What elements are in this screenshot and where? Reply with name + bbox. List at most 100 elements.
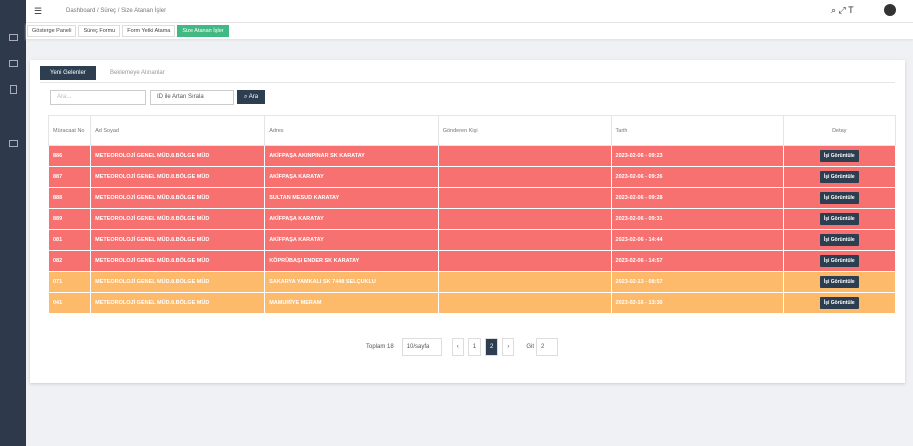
row: 082 METEOROLOJİ GENEL MÜD.8.BÖLGE MÜD KÖPR… <box>47 250 897 272</box>
cell <box>437 271 612 293</box>
cell: 887 <box>47 166 92 188</box>
search-button[interactable]: ⌕ Ara <box>237 90 266 104</box>
cell: AKİFPAŞA KARATAY <box>264 229 439 251</box>
search-button-label: Ara <box>248 94 259 100</box>
cell: AKİFPAŞA KARATAY <box>264 208 439 230</box>
row: 886 METEOROLOJİ GENEL MÜD.8.BÖLGE MÜD AKİF… <box>47 145 897 167</box>
view-button[interactable]: İşi Görüntüle <box>819 192 859 204</box>
cell: METEOROLOJİ GENEL MÜD.8.BÖLGE MÜD <box>90 166 266 188</box>
row: 887 METEOROLOJİ GENEL MÜD.8.BÖLGE MÜD AKİF… <box>47 166 897 188</box>
cell <box>437 292 612 314</box>
cell: METEOROLOJİ GENEL MÜD.8.BÖLGE MÜD <box>90 145 266 167</box>
action-cell: İşi Görüntüle <box>782 187 897 209</box>
view-button[interactable]: İşi Görüntüle <box>819 234 859 246</box>
cell: 2023-02-06 - 09:26 <box>610 166 784 188</box>
cell <box>437 250 612 272</box>
prev[interactable]: ‹ <box>451 338 464 356</box>
page[interactable]: 2 <box>485 338 499 356</box>
cell: 2023-02-06 - 14:57 <box>610 250 784 272</box>
sort-select[interactable]: ID ile Artan Sırala <box>150 90 234 105</box>
cell: METEOROLOJİ GENEL MÜD.8.BÖLGE MÜD <box>90 250 266 272</box>
cell: MAMURİYE MERAM <box>264 292 439 314</box>
icon[interactable] <box>9 140 18 147</box>
column-header: Adres <box>264 115 439 146</box>
row: 071 METEOROLOJİ GENEL MÜD.8.BÖLGE MÜD SAKA… <box>47 271 897 293</box>
column-header: Tarih <box>610 115 784 146</box>
cell: SAKARYA YAMKALI SK 7448 SELÇUKLU <box>264 271 439 293</box>
action-cell: İşi Görüntüle <box>782 271 897 293</box>
goto-input[interactable]: 2 <box>536 338 559 356</box>
header-row: Müracaat No Ad Soyad Adres Gönderen Kişi Tar… <box>47 115 897 146</box>
inner-tab[interactable]: Beklemeye Alınanlar <box>110 70 165 76</box>
column-header: Detay <box>782 115 897 146</box>
breadcrumb: Dashboard / Süreç / Size Atanan İşler <box>66 8 167 14</box>
cell: 886 <box>47 145 92 167</box>
icon[interactable] <box>10 85 17 94</box>
view-button[interactable]: İşi Görüntüle <box>819 171 859 183</box>
row: 889 METEOROLOJİ GENEL MÜD.8.BÖLGE MÜD AKİF… <box>47 208 897 230</box>
search-input[interactable]: Ara... <box>50 90 146 105</box>
row: 888 METEOROLOJİ GENEL MÜD.8.BÖLGE MÜD SULT… <box>47 187 897 209</box>
action-cell: İşi Görüntüle <box>782 145 897 167</box>
sidebar <box>0 0 26 446</box>
card: Yeni Gelenler Beklemeye Alınanlar Ara...… <box>30 60 905 383</box>
cell <box>437 187 612 209</box>
tab[interactable]: Gösterge Paneli <box>27 25 77 37</box>
cell: METEOROLOJİ GENEL MÜD.8.BÖLGE MÜD <box>90 271 266 293</box>
view-button[interactable]: İşi Görüntüle <box>819 150 859 162</box>
cell: KÖPRÜBAŞI ENDER SK KARATAY <box>264 250 439 272</box>
icon[interactable] <box>9 60 18 67</box>
avatar[interactable] <box>884 4 896 16</box>
cell: 082 <box>47 250 92 272</box>
inner-tab[interactable]: Yeni Gelenler <box>40 66 96 80</box>
crumb: Size Atanan İşler <box>121 8 167 14</box>
action-cell: İşi Görüntüle <box>782 166 897 188</box>
cell <box>437 166 612 188</box>
view-button[interactable]: İşi Görüntüle <box>819 255 859 267</box>
cell: 2023-02-06 - 09:28 <box>610 187 784 209</box>
cell: 2023-02-06 - 14:44 <box>610 229 784 251</box>
row: 081 METEOROLOJİ GENEL MÜD.8.BÖLGE MÜD AKİF… <box>47 229 897 251</box>
view-button[interactable]: İşi Görüntüle <box>819 276 859 288</box>
page[interactable]: 1 <box>467 338 482 356</box>
action-cell: İşi Görüntüle <box>782 292 897 314</box>
cell <box>437 208 612 230</box>
cell: 2023-02-13 - 08:57 <box>610 271 784 293</box>
cell: 071 <box>47 271 92 293</box>
tab[interactable]: Size Atanan İşler <box>177 25 229 37</box>
tab[interactable]: Form Yetki Atama <box>122 25 176 37</box>
cell: METEOROLOJİ GENEL MÜD.8.BÖLGE MÜD <box>90 187 266 209</box>
cell: 041 <box>47 292 92 314</box>
view-button[interactable]: İşi Görüntüle <box>819 297 859 309</box>
action-cell: İşi Görüntüle <box>782 229 897 251</box>
next[interactable]: › <box>502 338 515 356</box>
menu-toggle[interactable]: ☰ <box>34 6 43 16</box>
tools[interactable]: ⌕ ⤢ T <box>831 5 854 15</box>
cell: 081 <box>47 229 92 251</box>
column-header: Müracaat No <box>47 115 92 146</box>
cell: METEOROLOJİ GENEL MÜD.8.BÖLGE MÜD <box>90 229 266 251</box>
cell: METEOROLOJİ GENEL MÜD.8.BÖLGE MÜD <box>90 208 266 230</box>
tab-bar: Gösterge Paneli Süreç Formu Form Yetki Ata… <box>26 23 913 39</box>
page-size[interactable]: 10/sayfa <box>401 338 442 356</box>
cell: SULTAN MESUD KARATAY <box>264 187 439 209</box>
tab[interactable]: Süreç Formu <box>78 25 121 37</box>
cell: 889 <box>47 208 92 230</box>
cell <box>437 145 612 167</box>
inner-tab-bar: Yeni Gelenler Beklemeye Alınanlar <box>40 66 895 83</box>
cell: METEOROLOJİ GENEL MÜD.8.BÖLGE MÜD <box>90 292 266 314</box>
cell: AKİFPAŞA KARATAY <box>264 166 439 188</box>
action-cell: İşi Görüntüle <box>782 208 897 230</box>
action-cell: İşi Görüntüle <box>782 250 897 272</box>
crumb[interactable]: Süreç <box>100 8 117 14</box>
crumb[interactable]: Dashboard <box>66 8 96 14</box>
view-button[interactable]: İşi Görüntüle <box>819 213 859 225</box>
cell: 2023-02-06 - 09:23 <box>610 145 784 167</box>
icon[interactable] <box>9 34 18 41</box>
table: Müracaat No Ad Soyad Adres Gönderen Kişi Tar… <box>47 115 897 314</box>
cell: 2023-02-16 - 13:30 <box>610 292 784 314</box>
row: 041 METEOROLOJİ GENEL MÜD.8.BÖLGE MÜD MAMU… <box>47 292 897 314</box>
column-header: Ad Soyad <box>90 115 266 146</box>
